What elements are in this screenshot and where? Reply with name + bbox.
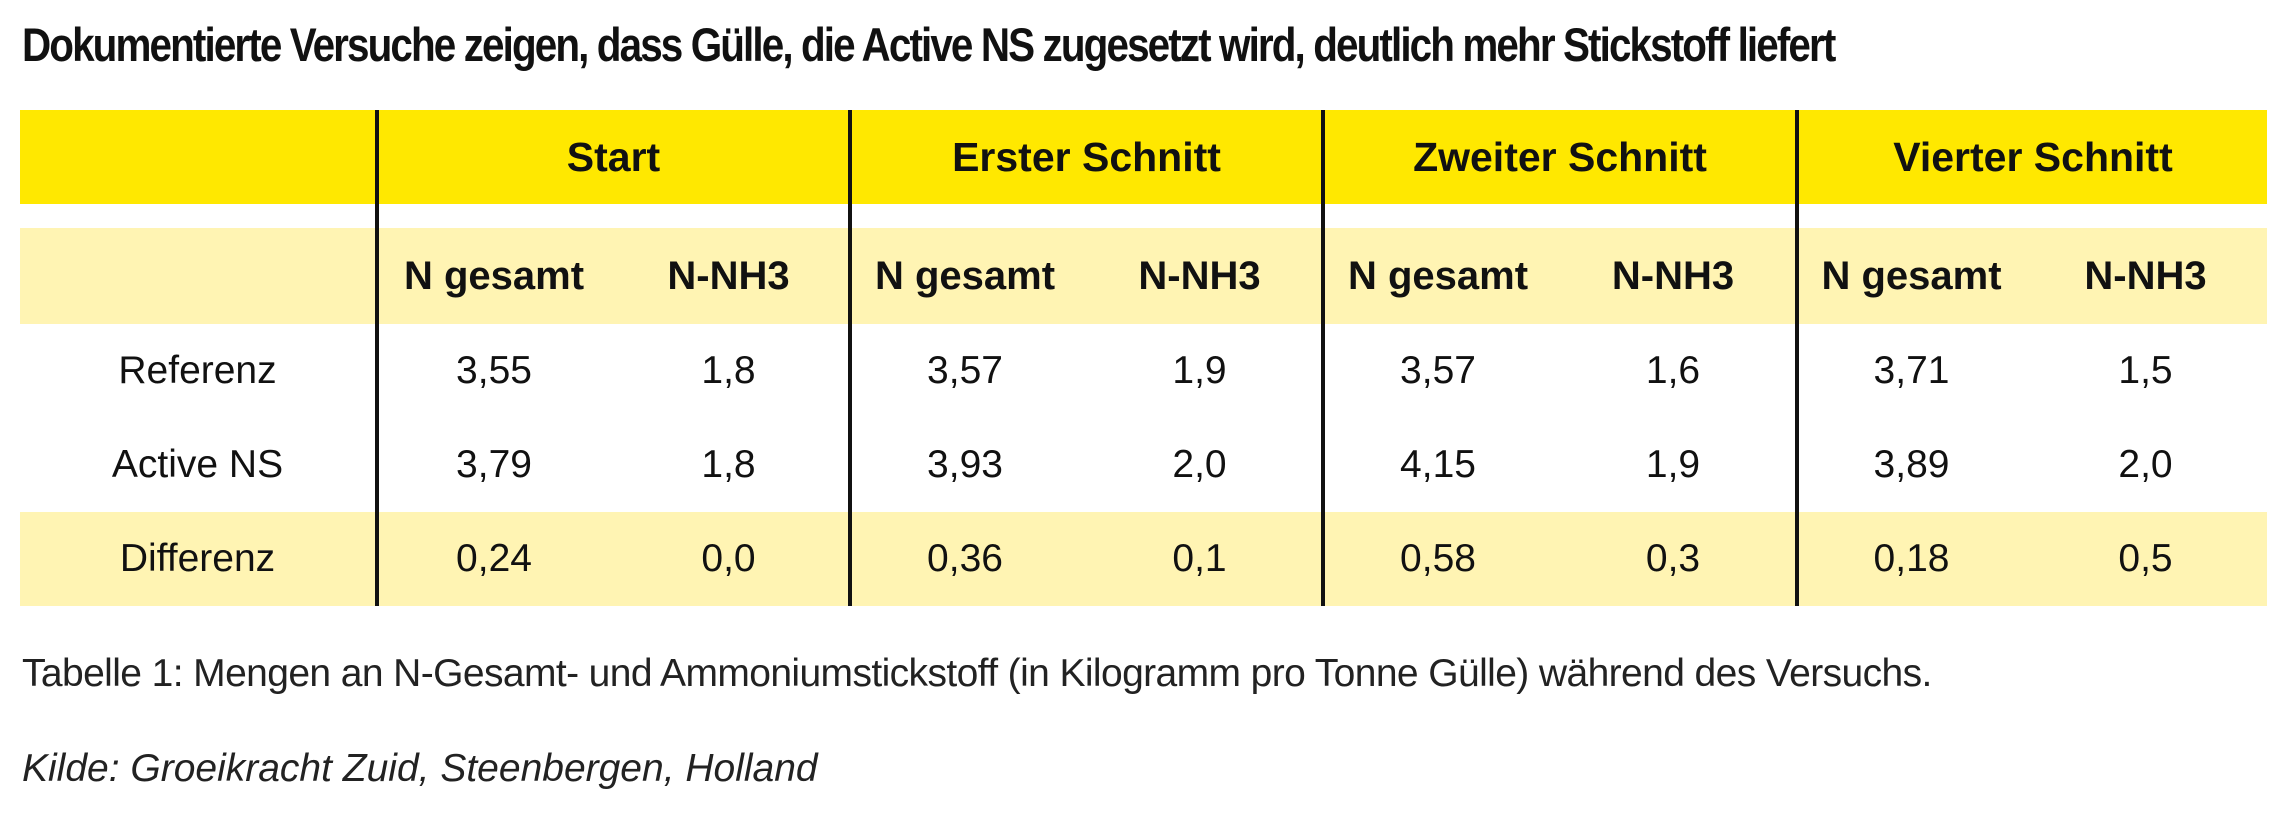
column-divider	[1321, 110, 1325, 606]
table-cell: 1,8	[701, 443, 756, 486]
group-header-start: Start	[566, 133, 661, 180]
column-divider	[375, 110, 379, 606]
subheader-n-gesamt: N gesamt	[874, 253, 1056, 298]
subheader-band	[20, 228, 2267, 324]
row-label-active-ns: Active NS	[111, 443, 284, 486]
row-label-referenz: Referenz	[118, 349, 277, 392]
subheader-n-nh3: N-NH3	[1611, 253, 1735, 298]
table-cell: 3,55	[456, 349, 532, 392]
table-cell: 0,3	[1645, 537, 1701, 580]
subheader-n-nh3: N-NH3	[2084, 253, 2207, 298]
table-cell: 3,57	[927, 349, 1003, 392]
table-cell: 2,0	[2118, 443, 2173, 486]
table-cell: 1,5	[2118, 349, 2173, 392]
table-caption: Tabelle 1: Mengen an N-Gesamt- und Ammon…	[22, 652, 1932, 695]
subheader-n-nh3: N-NH3	[667, 253, 790, 298]
table-cell: 0,1	[1172, 537, 1227, 580]
table-cell: 2,0	[1172, 443, 1227, 486]
table-title: Dokumentierte Versuche zeigen, dass Güll…	[22, 18, 1836, 71]
group-header-erster-schnitt: Erster Schnitt	[952, 133, 1221, 180]
table-cell: 0,36	[927, 537, 1003, 580]
source-note: Kilde: Groeikracht Zuid, Steenbergen, Ho…	[22, 747, 818, 790]
table-cell: 3,89	[1873, 443, 1950, 486]
subheader-n-gesamt: N gesamt	[1347, 253, 1529, 298]
column-divider	[848, 110, 852, 606]
table-cell: 0,18	[1873, 537, 1950, 580]
group-header-zweiter-schnitt: Zweiter Schnitt	[1413, 133, 1707, 180]
group-header-vierter-schnitt: Vierter Schnitt	[1893, 133, 2173, 180]
table-cell: 1,9	[1172, 349, 1227, 392]
table-cell: 3,79	[456, 443, 532, 486]
difference-band	[20, 512, 2267, 606]
table-cell: 0,5	[2118, 537, 2173, 580]
table-cell: 4,15	[1400, 443, 1476, 486]
row-label-differenz: Differenz	[119, 537, 276, 580]
table-cell: 1,9	[1645, 443, 1701, 486]
data-table: Start Erster Schnitt Zweiter Schnitt Vie…	[20, 110, 2267, 606]
subheader-n-nh3: N-NH3	[1138, 253, 1261, 298]
subheader-n-gesamt: N gesamt	[1821, 253, 2002, 298]
table-cell: 3,57	[1400, 349, 1476, 392]
table-cell: 0,58	[1400, 537, 1476, 580]
column-divider	[1795, 110, 1799, 606]
table-cell: 1,8	[701, 349, 756, 392]
table-cell: 0,0	[701, 537, 756, 580]
table-cell: 3,71	[1873, 349, 1950, 392]
subheader-n-gesamt: N gesamt	[403, 253, 585, 298]
header-band	[20, 110, 2267, 204]
table-cell: 0,24	[456, 537, 532, 580]
table-cell: 1,6	[1645, 349, 1701, 392]
table-cell: 3,93	[927, 443, 1003, 486]
